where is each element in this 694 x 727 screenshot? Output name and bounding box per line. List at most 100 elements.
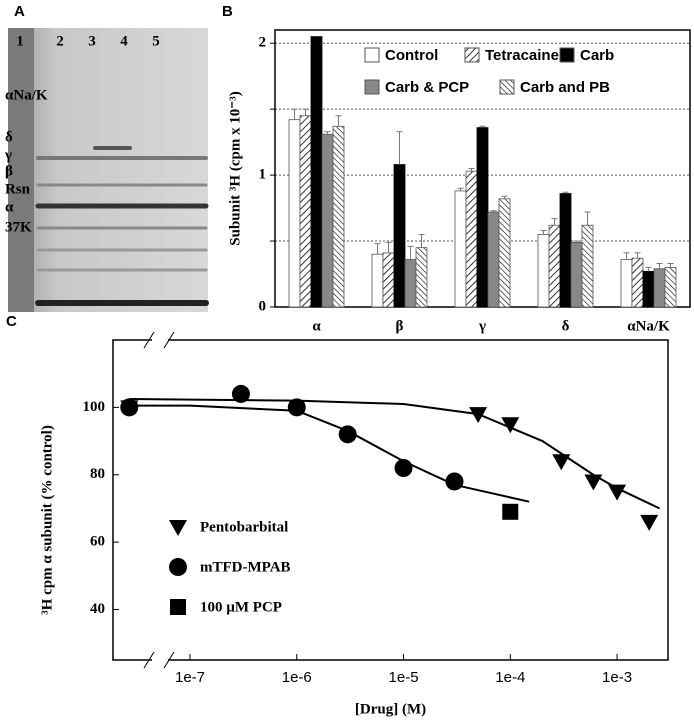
legend-label: Carb and PB xyxy=(520,79,610,96)
y-tick-label: 0 xyxy=(259,298,267,314)
lane-label: 3 xyxy=(88,33,96,49)
x-tick-label: β xyxy=(396,318,404,334)
bar xyxy=(537,234,550,308)
legend-swatch xyxy=(464,47,480,63)
error-bar xyxy=(501,195,508,199)
panel-label: A xyxy=(14,3,25,20)
point xyxy=(120,398,139,417)
error-bar xyxy=(468,168,475,172)
legend-marker xyxy=(169,520,187,536)
bar xyxy=(581,224,594,308)
legend-swatch xyxy=(559,47,575,63)
bar xyxy=(393,164,406,308)
y-tick-label: 40 xyxy=(90,601,105,617)
bar xyxy=(653,268,666,308)
marker-lane xyxy=(8,28,34,312)
bar xyxy=(288,119,301,308)
legend-swatch xyxy=(499,79,515,95)
bar xyxy=(620,259,633,308)
legend-label: Tetracaine xyxy=(485,47,559,64)
legend-label: Control xyxy=(385,47,438,64)
error-bar xyxy=(418,233,425,248)
error-bar xyxy=(623,252,630,260)
point xyxy=(608,484,627,501)
error-bar xyxy=(335,115,342,127)
bar xyxy=(310,36,323,308)
y-axis-label: Subunit ³H (cpm x 10⁻³) xyxy=(227,91,243,245)
bar xyxy=(404,259,417,308)
x-tick-label: 1e-5 xyxy=(389,669,419,686)
plot-frame xyxy=(112,339,669,661)
legend-marker xyxy=(170,599,186,615)
bar xyxy=(570,241,583,308)
point xyxy=(584,474,603,491)
x-tick-label: αNa/K xyxy=(627,318,670,334)
bar xyxy=(664,267,677,308)
gel-panel: A 1 2 3 4 5 αNa/K δγβ Rsn α 37K xyxy=(4,3,209,312)
point xyxy=(501,417,520,434)
error-bar xyxy=(479,125,486,128)
legend-label: Carb xyxy=(580,47,614,64)
band-label: δ xyxy=(5,129,13,145)
point xyxy=(338,425,357,444)
legend-label: Carb & PCP xyxy=(385,79,469,96)
error-bar xyxy=(324,131,331,135)
lane-label: 1 xyxy=(16,33,24,49)
bar xyxy=(631,257,644,308)
error-bar xyxy=(385,241,392,253)
y-axis-label: ³H cpm α subunit (% control) xyxy=(39,425,55,615)
bar xyxy=(548,224,561,308)
error-bar xyxy=(667,262,674,268)
legend-swatch xyxy=(364,79,380,95)
bar xyxy=(321,133,334,308)
bar xyxy=(332,125,345,308)
lane-label: 2 xyxy=(56,33,64,49)
band-label: γ xyxy=(4,147,12,163)
bar xyxy=(371,253,384,308)
fit-line xyxy=(129,397,660,510)
band-label: αNa/K xyxy=(5,87,48,103)
point xyxy=(394,459,413,477)
band-label: α xyxy=(5,199,14,215)
legend-label: 100 µM PCP xyxy=(200,599,282,615)
point xyxy=(552,454,571,471)
panel-label: B xyxy=(222,3,233,20)
band-label: 37K xyxy=(5,219,32,235)
point xyxy=(502,503,519,520)
bar xyxy=(299,115,312,308)
error-bar xyxy=(584,211,591,226)
error-bar xyxy=(634,252,641,259)
axis-break xyxy=(152,652,168,668)
point xyxy=(640,514,659,531)
point xyxy=(231,384,250,403)
error-bar xyxy=(573,240,580,243)
bar xyxy=(465,170,478,308)
fit-line xyxy=(129,404,530,503)
legend-label: mTFD-MPAB xyxy=(200,559,291,575)
x-tick-label: γ xyxy=(478,318,486,334)
gel-image xyxy=(8,28,208,312)
y-tick-label: 60 xyxy=(90,534,105,550)
band-label: Rsn xyxy=(5,181,31,197)
x-tick-label: 1e-6 xyxy=(282,669,312,686)
bar xyxy=(487,211,500,308)
axis-break-mark xyxy=(143,331,175,349)
error-bar xyxy=(540,229,547,235)
x-tick-label: 1e-4 xyxy=(495,669,525,686)
bar xyxy=(415,247,428,308)
x-tick-label: α xyxy=(312,318,321,334)
error-bar xyxy=(302,108,309,116)
bar xyxy=(382,252,395,308)
error-bar xyxy=(551,218,558,226)
x-tick-label: δ xyxy=(562,318,570,334)
error-bar xyxy=(291,108,298,120)
error-bar xyxy=(645,266,652,272)
chart-b: B 0 1 2 Subunit ³H (cpm x 10⁻³) α β γ δ αNa/K Cont… xyxy=(222,3,691,334)
error-bar xyxy=(457,187,464,191)
axis-break xyxy=(152,332,168,348)
axis-break-mark xyxy=(143,651,175,669)
band-label: β xyxy=(5,163,13,179)
bar xyxy=(498,198,511,308)
error-bar xyxy=(656,262,663,269)
